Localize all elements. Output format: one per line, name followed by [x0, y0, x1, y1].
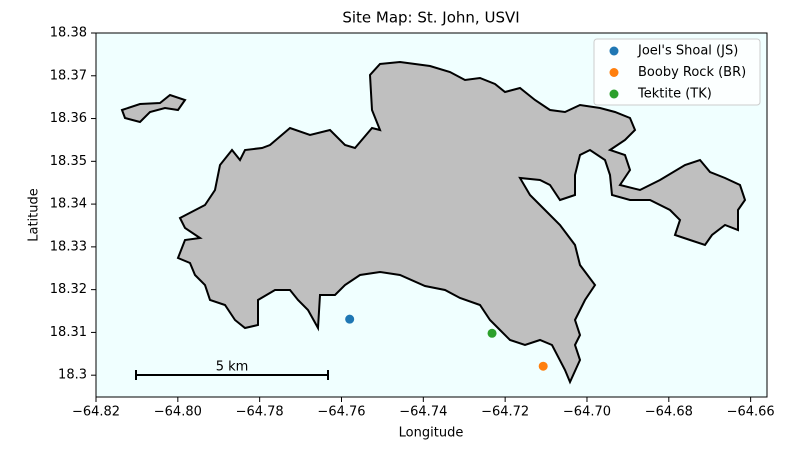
x-tick-label: −64.68 — [645, 405, 693, 420]
site-point — [538, 361, 548, 371]
y-tick-label: 18.35 — [50, 154, 87, 169]
x-axis-label: Longitude — [399, 426, 464, 441]
y-tick-label: 18.31 — [50, 325, 87, 340]
island-map — [120, 60, 747, 385]
legend-label: Tektite (TK) — [637, 87, 712, 102]
y-tick-label: 18.38 — [50, 26, 87, 41]
legend-box — [593, 38, 761, 106]
y-tick-label: 18.33 — [50, 239, 87, 254]
site-point — [487, 328, 497, 338]
legend-marker — [609, 46, 619, 56]
y-axis-label: Latitude — [27, 188, 42, 242]
x-tick-label: −64.76 — [317, 405, 365, 420]
island-st-john — [176, 60, 747, 385]
y-tick-label: 18.36 — [50, 111, 87, 126]
legend-marker — [609, 89, 619, 99]
y-tick-label: 18.32 — [50, 282, 87, 297]
scale-bar: 5 km — [135, 360, 329, 380]
chart-title: Site Map: St. John, USVI — [342, 9, 519, 27]
legend-label: Booby Rock (BR) — [638, 65, 746, 80]
x-tick-label: −64.70 — [563, 405, 611, 420]
y-tick-label: 18.37 — [50, 68, 87, 83]
plot-frame — [95, 32, 768, 398]
x-tick-label: −64.80 — [154, 405, 202, 420]
legend-label: Joel's Shoal (JS) — [637, 44, 738, 59]
x-tick-label: −64.66 — [727, 405, 775, 420]
x-tick-label: −64.72 — [481, 405, 529, 420]
scale-bar-label: 5 km — [216, 360, 249, 375]
x-tick-label: −64.78 — [236, 405, 284, 420]
x-tick-label: −64.74 — [399, 405, 447, 420]
x-tick-label: −64.82 — [72, 405, 120, 420]
legend-marker — [609, 68, 619, 77]
y-tick-label: 18.34 — [50, 197, 87, 212]
site-point — [345, 314, 355, 324]
y-tick-label: 18.3 — [58, 368, 87, 383]
island-lovango — [120, 93, 187, 124]
